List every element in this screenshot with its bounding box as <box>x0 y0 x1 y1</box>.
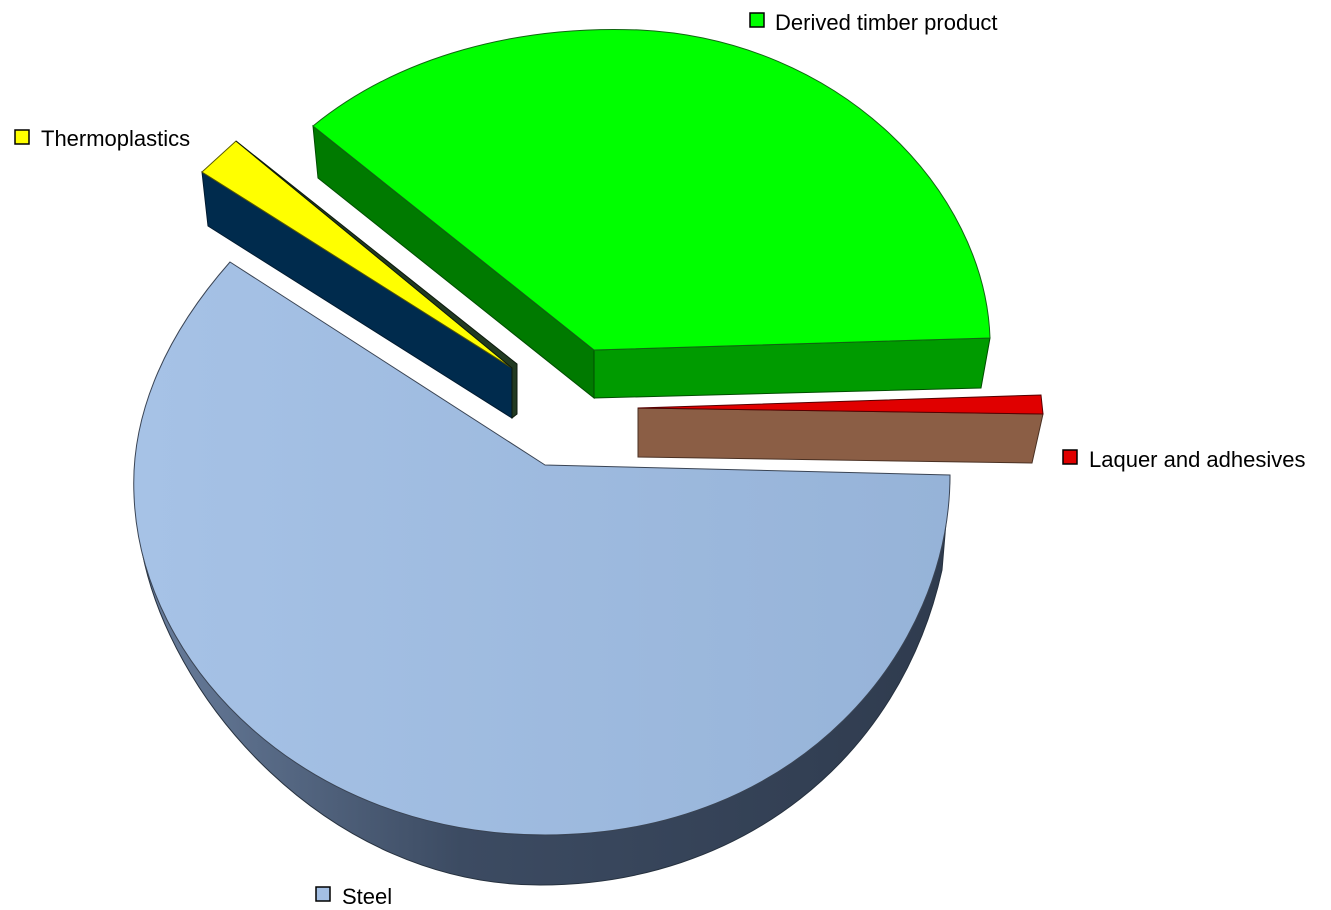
legend-laquer-and-adhesives: Laquer and adhesives <box>1062 447 1306 472</box>
legend-swatch-steel <box>315 886 331 902</box>
legend-label-thermoplastics: Thermoplastics <box>41 126 190 151</box>
legend-swatch-thermoplastics <box>14 129 30 145</box>
legend-label-derived-timber: Derived timber product <box>775 10 998 35</box>
slice-derived-timber-top <box>312 29 991 351</box>
slice-laquer-side <box>637 407 1044 464</box>
slice-laquer-and-adhesives <box>637 394 1044 464</box>
legend-swatch-laquer <box>1062 449 1078 465</box>
slice-steel-top <box>133 261 951 836</box>
legend-derived-timber-product: Derived timber product <box>749 10 998 35</box>
legend-thermoplastics: Thermoplastics <box>14 126 190 151</box>
legend-label-laquer: Laquer and adhesives <box>1089 447 1306 472</box>
slice-steel <box>133 261 951 886</box>
legend-swatch-derived-timber <box>749 12 765 28</box>
slice-thermoplastics <box>201 140 518 420</box>
slice-derived-timber-product <box>312 29 991 400</box>
legend-label-steel: Steel <box>342 884 392 909</box>
legend-steel: Steel <box>315 884 392 909</box>
slice-laquer-top <box>637 394 1044 415</box>
